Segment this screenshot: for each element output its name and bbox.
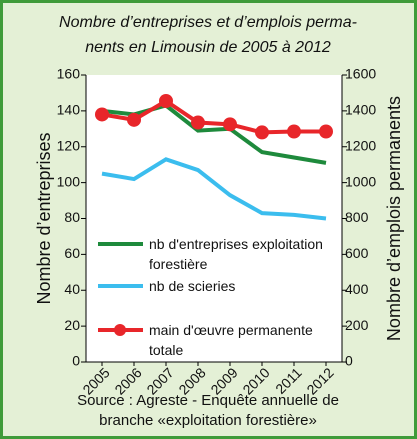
legend-label: nb d'entreprises exploitation forestière bbox=[149, 236, 323, 272]
y2-tick-label: 800 bbox=[345, 209, 369, 225]
y2-tick-label: 1000 bbox=[345, 173, 376, 189]
y2-tick-label: 1400 bbox=[345, 102, 376, 118]
y-tick-label: 120 bbox=[57, 137, 81, 153]
series-marker bbox=[223, 117, 237, 132]
series-marker bbox=[127, 112, 141, 127]
y-tick-label: 80 bbox=[64, 209, 80, 225]
y-tick-label: 20 bbox=[64, 317, 80, 333]
series-marker bbox=[159, 94, 173, 109]
y-tick-label: 0 bbox=[72, 353, 80, 369]
y-tick-label: 40 bbox=[64, 281, 80, 297]
legend-label: main d'œuvre permanente totale bbox=[149, 322, 313, 358]
y2-tick-label: 1200 bbox=[345, 137, 376, 153]
y-tick-label: 160 bbox=[57, 66, 81, 82]
y2-tick-label: 0 bbox=[345, 353, 353, 369]
series-line bbox=[101, 157, 327, 221]
chart: Nombre d’entreprises et d’emplois perma-… bbox=[34, 14, 404, 429]
series-marker bbox=[319, 124, 333, 139]
series-marker bbox=[255, 125, 269, 140]
chart-title: nents en Limousin de 2005 à 2012 bbox=[85, 39, 331, 56]
legend-marker bbox=[114, 324, 126, 336]
series-marker bbox=[95, 107, 109, 122]
y2-tick-label: 600 bbox=[345, 245, 369, 261]
y-tick-label: 140 bbox=[57, 102, 81, 118]
source-note: branche «exploitation forestière» bbox=[99, 412, 317, 429]
y2-axis-label: Nombre d’emplois permanents bbox=[384, 96, 404, 341]
series-marker bbox=[287, 124, 301, 139]
y-axis-label: Nombre d’entreprises bbox=[34, 132, 54, 304]
y-tick-label: 100 bbox=[57, 173, 81, 189]
y2-tick-label: 200 bbox=[345, 317, 369, 333]
y-tick-label: 60 bbox=[64, 245, 80, 261]
source-note: Source : Agreste - Enquête annuelle de bbox=[77, 392, 339, 409]
y2-tick-label: 400 bbox=[345, 281, 369, 297]
legend-label: nb de scieries bbox=[149, 278, 236, 294]
chart-title: Nombre d’entreprises et d’emplois perma- bbox=[59, 14, 357, 31]
y2-tick-label: 1600 bbox=[345, 66, 376, 82]
series-line bbox=[101, 103, 327, 165]
series-marker bbox=[191, 115, 205, 130]
